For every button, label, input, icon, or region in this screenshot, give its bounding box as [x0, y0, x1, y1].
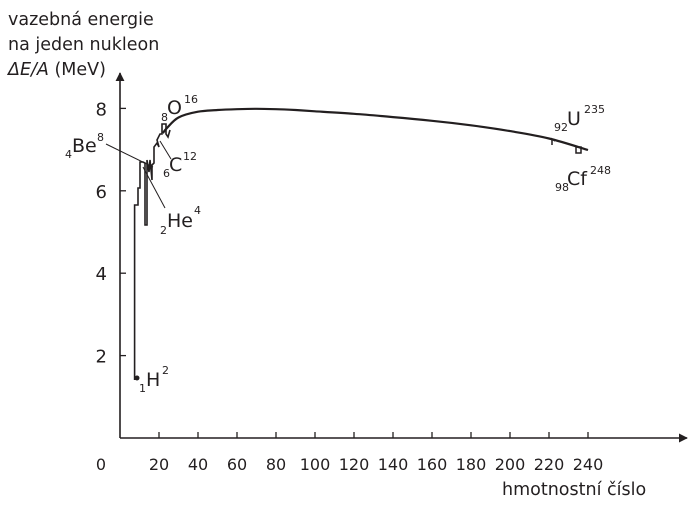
svg-text:8: 8 [97, 131, 104, 144]
h2-label: 1 H 2 [139, 364, 169, 395]
y-tick-label: 4 [96, 264, 107, 285]
be8-leader-line [105, 143, 154, 168]
svg-text:C: C [169, 154, 182, 176]
svg-text:4: 4 [194, 204, 201, 217]
svg-text:248: 248 [590, 164, 611, 177]
svg-text:4: 4 [65, 148, 72, 161]
x-tick-label: 240 [573, 455, 604, 474]
y-tick-label: 8 [96, 99, 107, 120]
o16-label: 8 O 16 [161, 93, 198, 124]
x-tick-label: 20 [149, 455, 169, 474]
x-tick-label: 80 [266, 455, 286, 474]
light-nuclei-curve [133, 123, 171, 380]
x-tick-label: 140 [378, 455, 409, 474]
y-axis-title-line2: na jeden nukleon [8, 35, 160, 55]
cf248-label: 98 Cf 248 [555, 164, 611, 194]
x-tick-label: 180 [456, 455, 487, 474]
svg-text:98: 98 [555, 181, 569, 194]
svg-text:H: H [146, 369, 160, 391]
svg-text:235: 235 [584, 103, 605, 116]
x-tick-label: 0 [96, 455, 106, 474]
u235-marker [551, 137, 556, 145]
y-tick-label: 2 [96, 347, 107, 368]
y-axis-title: vazebná energie na jeden nukleon ΔE/A (M… [8, 8, 159, 83]
svg-text:12: 12 [183, 150, 197, 163]
x-tick-label: 60 [227, 455, 247, 474]
svg-text:2: 2 [160, 224, 167, 237]
he4-leader-line [142, 166, 166, 209]
u235-label: 92 U 235 [554, 103, 605, 134]
svg-text:2: 2 [162, 364, 169, 377]
svg-text:U: U [567, 108, 581, 130]
h2-point [134, 375, 140, 381]
y-axis-symbol: ΔE/A [8, 60, 49, 80]
svg-text:1: 1 [139, 382, 146, 395]
svg-text:16: 16 [184, 93, 198, 106]
svg-text:O: O [167, 97, 182, 119]
x-tick-label: 100 [300, 455, 331, 474]
svg-text:Be: Be [72, 135, 97, 157]
be8-label: 4 Be 8 [65, 131, 104, 161]
binding-energy-curve [162, 107, 589, 152]
x-tick-label: 40 [188, 455, 208, 474]
y-axis-title-line1: vazebná energie [8, 10, 154, 30]
y-axis-unit: (MeV) [54, 60, 106, 80]
svg-text:92: 92 [554, 121, 568, 134]
c12-label: 6 C 12 [163, 150, 197, 180]
svg-text:6: 6 [163, 167, 170, 180]
svg-text:8: 8 [161, 111, 168, 124]
he4-label: 2 He 4 [160, 204, 201, 237]
y-tick-label: 6 [96, 182, 107, 203]
cf248-marker [575, 146, 582, 154]
y-axis-title-line3: ΔE/A (MeV) [8, 58, 159, 83]
x-tick-label: 220 [534, 455, 565, 474]
x-tick-label: 200 [495, 455, 526, 474]
x-axis-title: hmotnostní číslo [502, 480, 647, 500]
x-tick-label: 120 [339, 455, 370, 474]
x-tick-label: 160 [417, 455, 448, 474]
c12-leader-line [159, 140, 172, 160]
svg-text:He: He [167, 210, 193, 232]
svg-text:Cf: Cf [567, 168, 588, 190]
axis-ticks: 0 20 40 60 80 100 120 140 160 180 200 220 240 2 4 6 8 [96, 99, 604, 474]
